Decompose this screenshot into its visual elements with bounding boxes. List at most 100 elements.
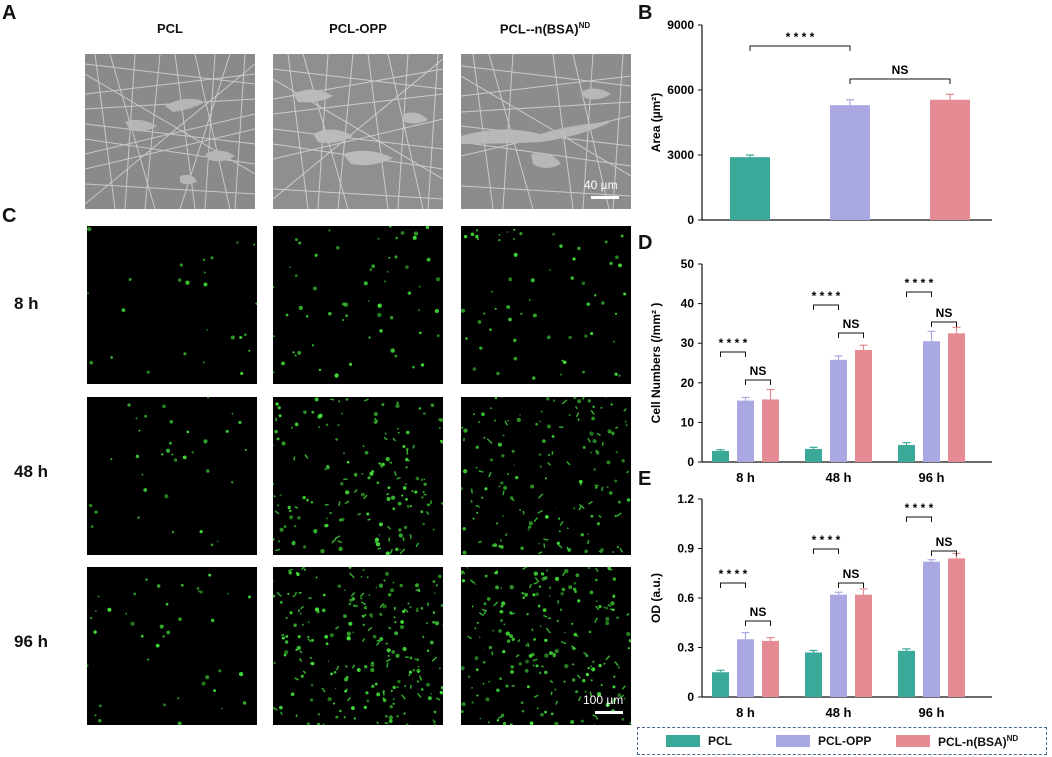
cell-mark bbox=[560, 592, 564, 596]
cell-mark bbox=[225, 429, 229, 433]
cell-mark bbox=[535, 592, 540, 596]
cell-mark bbox=[595, 605, 600, 611]
bar bbox=[898, 444, 915, 462]
cell-mark bbox=[614, 312, 618, 315]
cell-mark bbox=[141, 473, 144, 476]
cell-mark bbox=[388, 715, 394, 720]
cell-mark bbox=[287, 568, 293, 572]
cell-mark bbox=[575, 690, 579, 694]
cell-mark bbox=[568, 335, 572, 340]
cell-mark bbox=[544, 670, 548, 675]
cell-mark bbox=[596, 522, 600, 526]
fluorescence-pcl-opp-48h bbox=[273, 397, 443, 555]
cell-mark bbox=[377, 237, 380, 240]
cell-mark bbox=[620, 694, 625, 699]
cell-mark bbox=[89, 360, 94, 365]
cell-mark bbox=[426, 682, 431, 687]
cell-mark bbox=[587, 437, 591, 443]
legend-label-pcl-opp: PCL-OPP bbox=[818, 734, 872, 748]
legend-label-pcl-nbsa: PCL-n(BSA)ND bbox=[938, 734, 1019, 749]
cell-mark bbox=[338, 400, 341, 403]
cell-mark bbox=[388, 256, 391, 259]
cell-mark bbox=[611, 699, 616, 704]
cell-mark bbox=[332, 702, 336, 705]
cell-mark bbox=[486, 438, 493, 445]
cell-mark bbox=[375, 586, 378, 589]
significance-bracket bbox=[849, 78, 951, 84]
cell-mark bbox=[394, 631, 398, 636]
cell-mark bbox=[483, 312, 486, 315]
cell-mark bbox=[564, 663, 569, 669]
cell-mark bbox=[475, 466, 478, 469]
cell-mark bbox=[98, 704, 102, 708]
cell-mark bbox=[405, 430, 410, 435]
bar bbox=[805, 448, 822, 462]
cell-mark bbox=[273, 538, 275, 541]
cell-mark bbox=[548, 595, 551, 597]
significance-label: NS bbox=[843, 317, 860, 331]
x-tick-label: 96 h bbox=[918, 705, 944, 720]
cell-mark bbox=[505, 631, 510, 636]
cell-mark bbox=[402, 486, 407, 490]
cell-mark bbox=[506, 305, 511, 309]
significance-label: * * * * bbox=[905, 501, 934, 515]
cell-mark bbox=[203, 271, 206, 274]
cell-mark bbox=[414, 583, 419, 588]
cell-mark bbox=[375, 541, 381, 547]
fluorescence-pcl-opp-96h bbox=[273, 567, 443, 725]
cell-mark bbox=[515, 654, 520, 658]
cell-mark bbox=[592, 714, 598, 718]
cell-mark bbox=[563, 680, 566, 683]
cell-mark bbox=[191, 451, 194, 454]
cell-mark bbox=[321, 608, 326, 613]
cell-mark bbox=[382, 697, 385, 700]
cell-mark bbox=[280, 711, 283, 716]
cell-mark bbox=[93, 630, 97, 634]
cell-mark bbox=[567, 527, 569, 530]
cell-mark bbox=[394, 621, 397, 624]
cell-mark bbox=[180, 583, 184, 587]
cell-mark bbox=[533, 581, 539, 585]
cell-mark bbox=[344, 500, 350, 505]
cell-mark bbox=[346, 631, 351, 636]
cell-mark bbox=[466, 567, 469, 569]
cell-mark bbox=[584, 690, 587, 693]
cell-mark bbox=[398, 528, 402, 532]
cell-mark bbox=[407, 602, 410, 605]
cell-mark bbox=[528, 299, 531, 301]
cell-mark bbox=[509, 611, 513, 615]
cell-mark bbox=[394, 354, 398, 358]
cell-mark bbox=[329, 398, 335, 401]
cell-mark bbox=[556, 619, 559, 623]
cell-mark bbox=[202, 258, 206, 262]
bar bbox=[948, 333, 965, 462]
cell-mark bbox=[510, 670, 514, 674]
cell-mark bbox=[481, 608, 487, 612]
cell-mark bbox=[341, 302, 346, 306]
cell-mark bbox=[390, 495, 396, 500]
cell-mark bbox=[437, 574, 442, 579]
cell-mark bbox=[496, 688, 500, 693]
cell-mark bbox=[374, 537, 380, 542]
cell-mark bbox=[203, 282, 208, 287]
cell-mark bbox=[572, 257, 576, 261]
cell-mark bbox=[376, 692, 381, 697]
cell-mark bbox=[321, 687, 326, 693]
cell-mark bbox=[279, 494, 282, 497]
cell-mark bbox=[253, 243, 256, 246]
cell-mark bbox=[301, 623, 305, 626]
cell-mark bbox=[314, 397, 319, 402]
significance-bracket bbox=[838, 332, 864, 338]
cell-mark bbox=[346, 460, 350, 464]
cell-mark bbox=[110, 356, 113, 359]
cell-mark bbox=[544, 653, 549, 658]
cell-mark bbox=[614, 514, 617, 518]
cell-mark bbox=[309, 656, 312, 660]
cell-mark bbox=[527, 525, 532, 529]
cell-mark bbox=[367, 300, 370, 302]
cell-mark bbox=[508, 317, 512, 322]
cell-mark bbox=[384, 280, 386, 283]
cell-mark bbox=[590, 679, 593, 682]
cell-mark bbox=[330, 672, 334, 676]
significance-label: * * * * bbox=[812, 533, 841, 547]
